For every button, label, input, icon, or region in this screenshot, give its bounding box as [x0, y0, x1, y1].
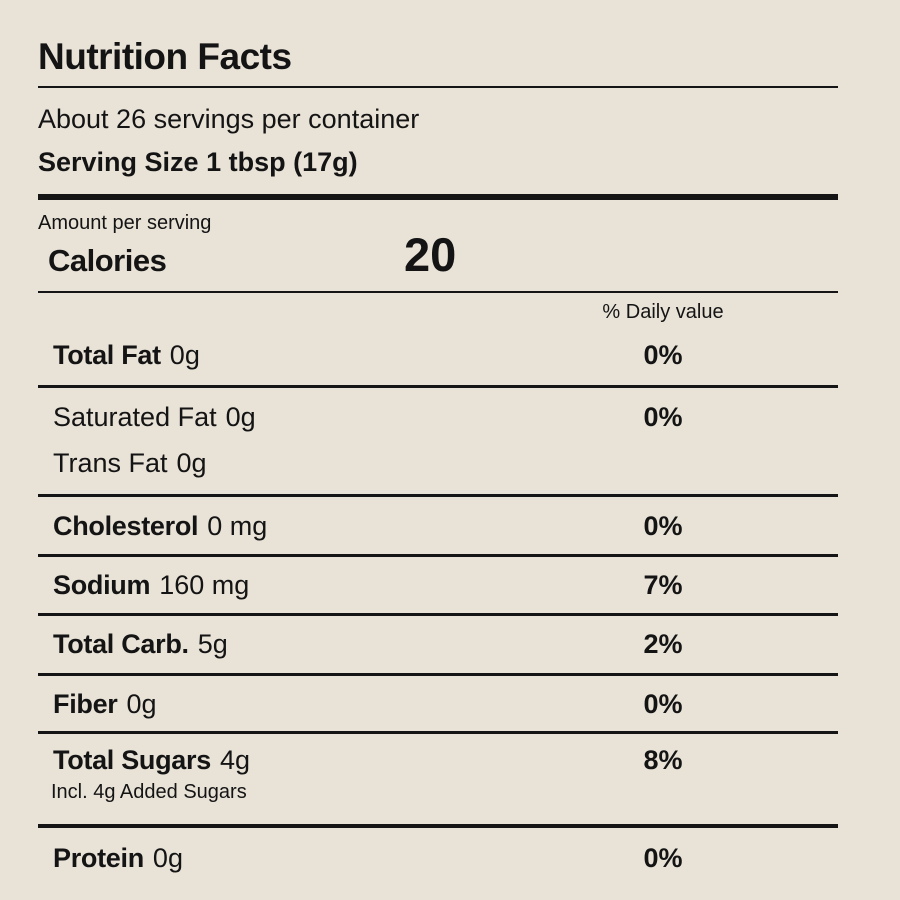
nutrient-row-protein: Protein 0g 0%: [38, 828, 838, 874]
nutrient-row-total-carb: Total Carb. 5g 2%: [38, 616, 838, 676]
nutrient-info: Saturated Fat 0g Trans Fat 0g: [38, 401, 488, 480]
daily-value-header: % Daily value: [602, 301, 724, 324]
saturated-fat-line: Saturated Fat 0g: [53, 401, 488, 433]
nutrient-row-sodium: Sodium 160 mg 7%: [38, 557, 838, 617]
nutrient-amount: 0g: [126, 688, 157, 719]
nutrient-name: Total Fat: [53, 340, 161, 371]
trans-fat-line: Trans Fat 0g: [53, 447, 488, 479]
daily-value-header-spacer: [38, 301, 488, 324]
nutrient-name: Trans Fat: [53, 448, 168, 479]
servings-per-container: About 26 servings per container: [38, 104, 420, 134]
calories-label: Calories: [48, 243, 167, 279]
nutrient-name: Protein: [53, 842, 144, 873]
nutrient-row-saturated-trans-fat: Saturated Fat 0g Trans Fat 0g 0%: [38, 388, 838, 497]
amount-per-serving-label: Amount per serving: [38, 212, 212, 235]
nutrient-info: Total Sugars 4g Incl. 4g Added Sugars: [38, 744, 488, 803]
nutrient-amount: 0g: [176, 448, 207, 479]
nutrient-amount: 0g: [152, 842, 183, 873]
nutrient-percent: 7%: [643, 569, 683, 600]
nutrient-name: Cholesterol: [53, 510, 199, 541]
nutrient-info: Fiber 0g: [38, 688, 488, 720]
nutrient-percent: 0%: [643, 401, 683, 432]
nutrient-percent: 0%: [643, 688, 683, 719]
nutrient-name: Fiber: [53, 688, 118, 719]
added-sugars-line: Incl. 4g Added Sugars: [51, 780, 247, 803]
nutrient-amount: 0g: [225, 401, 256, 432]
nutrient-name: Saturated Fat: [53, 401, 217, 432]
nutrient-info: Total Fat 0g: [38, 339, 488, 371]
nutrient-row-total-fat: Total Fat 0g 0%: [38, 326, 838, 388]
nutrient-row-cholesterol: Cholesterol 0 mg 0%: [38, 497, 838, 557]
nutrient-row-fiber: Fiber 0g 0%: [38, 676, 838, 735]
nutrition-facts-label: Nutrition Facts About 26 servings per co…: [38, 0, 838, 874]
nutrient-amount: 5g: [197, 629, 228, 660]
nutrient-amount: 0 mg: [207, 510, 268, 541]
nutrient-name: Total Carb.: [53, 629, 189, 660]
nutrient-percent: 2%: [643, 629, 683, 660]
nutrient-name: Sodium: [53, 569, 151, 600]
nutrient-amount: 160 mg: [159, 569, 250, 600]
nutrient-percent: 8%: [643, 745, 683, 776]
nutrient-info: Protein 0g: [38, 842, 488, 874]
nutrient-name: Total Sugars: [53, 745, 211, 776]
nutrient-amount: 0g: [169, 340, 200, 371]
calories-value: 20: [404, 228, 457, 282]
divider-thick: [38, 194, 838, 201]
nutrient-info: Sodium 160 mg: [38, 569, 488, 601]
nutrient-row-total-sugars: Total Sugars 4g Incl. 4g Added Sugars 8%: [38, 734, 838, 828]
serving-size: Serving Size 1 tbsp (17g): [38, 146, 358, 177]
nutrient-info: Cholesterol 0 mg: [38, 510, 488, 542]
nutrient-info: Total Carb. 5g: [38, 628, 488, 660]
nutrient-percent: 0%: [643, 340, 683, 371]
nutrient-percent: 0%: [643, 842, 683, 873]
divider-under-title: [38, 86, 838, 88]
divider-under-calories: [38, 291, 838, 294]
label-title: Nutrition Facts: [38, 36, 292, 77]
total-sugars-line: Total Sugars 4g: [53, 744, 488, 776]
daily-value-header-row: % Daily value: [38, 293, 838, 326]
nutrient-percent: 0%: [643, 510, 683, 541]
calories-row: Calories 20: [38, 228, 838, 291]
nutrient-amount: 4g: [219, 745, 250, 776]
